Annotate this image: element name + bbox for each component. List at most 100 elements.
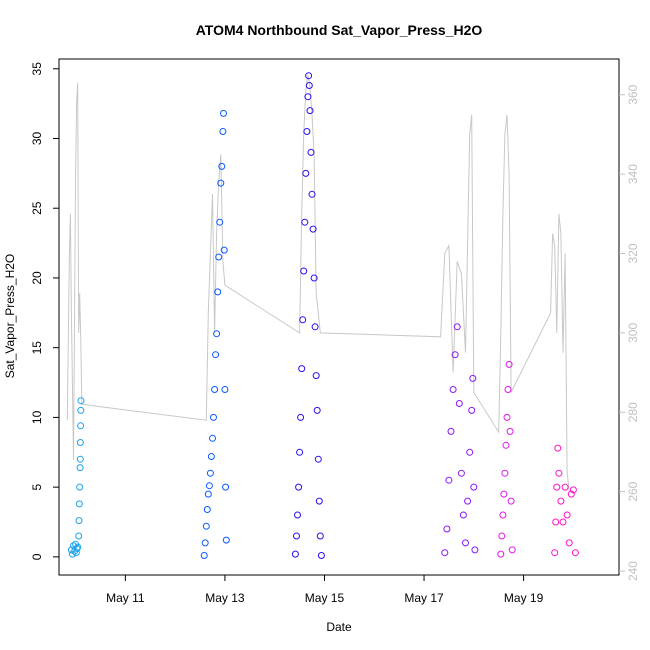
y2-tick-label: 280 <box>626 402 640 422</box>
y-tick-label: 15 <box>30 341 44 355</box>
data-point <box>215 253 223 261</box>
data-point <box>299 316 307 324</box>
y-tick-label: 5 <box>30 483 44 490</box>
data-point <box>202 522 210 530</box>
y2-tick-label: 340 <box>626 164 640 184</box>
data-point <box>459 511 467 519</box>
data-point <box>77 406 85 414</box>
data-point <box>293 532 300 540</box>
data-point <box>469 374 477 382</box>
data-point <box>303 128 311 135</box>
y2-tick-label: 260 <box>626 481 640 501</box>
data-point <box>553 483 561 491</box>
data-point <box>308 190 316 198</box>
data-point <box>453 323 461 331</box>
data-point <box>75 532 83 540</box>
plot-frame <box>58 58 620 576</box>
y-tick-label: 30 <box>30 131 44 145</box>
x-tick-label: May 17 <box>404 591 444 605</box>
data-point <box>306 107 314 115</box>
x-tick-label: May 13 <box>205 591 245 605</box>
data-point <box>298 365 306 373</box>
data-point <box>462 539 469 547</box>
data-point <box>451 351 459 359</box>
data-point <box>204 490 212 498</box>
series-1 <box>67 397 85 558</box>
data-point <box>77 422 85 430</box>
data-point <box>314 455 322 463</box>
data-point <box>211 386 219 393</box>
data-point <box>216 218 224 226</box>
data-point <box>76 455 84 463</box>
data-point <box>506 427 514 435</box>
data-point <box>312 372 320 380</box>
x-tick-label: May 11 <box>106 591 145 605</box>
data-point <box>315 497 323 505</box>
series-2 <box>200 109 230 559</box>
data-point <box>443 525 451 533</box>
data-point <box>441 549 449 557</box>
data-point <box>75 500 83 508</box>
y-tick-label: 20 <box>30 271 44 285</box>
data-point <box>497 550 505 558</box>
data-point <box>471 546 479 554</box>
data-point <box>200 552 208 559</box>
data-point <box>552 518 560 526</box>
data-point <box>313 406 321 414</box>
y-tick-label: 35 <box>30 62 44 76</box>
data-point <box>305 82 313 89</box>
data-point <box>75 517 83 525</box>
y2-tick-label: 360 <box>626 84 640 104</box>
data-point <box>214 288 222 296</box>
data-point <box>74 543 82 551</box>
data-point <box>219 128 227 135</box>
data-point <box>464 497 472 505</box>
data-point <box>466 448 474 456</box>
series-6 <box>551 444 579 557</box>
data-point <box>222 536 230 544</box>
data-point <box>565 539 573 547</box>
y2-tick-label: 240 <box>626 561 640 581</box>
y-tick-label: 10 <box>30 410 44 424</box>
data-point <box>316 532 324 540</box>
data-point <box>76 483 84 491</box>
data-point <box>567 490 575 498</box>
data-point <box>221 386 229 393</box>
data-point <box>217 179 225 187</box>
data-point <box>205 482 213 490</box>
data-point <box>291 550 299 558</box>
data-point <box>77 397 85 405</box>
data-point <box>447 427 455 435</box>
series-3 <box>291 72 325 559</box>
data-point <box>213 330 221 338</box>
y2-tick-label: 300 <box>626 323 640 343</box>
data-point <box>449 386 457 393</box>
data-point <box>561 483 569 491</box>
data-point <box>301 218 309 226</box>
data-point <box>311 323 319 331</box>
data-point <box>504 386 512 393</box>
data-point <box>297 413 305 421</box>
data-point <box>203 506 211 513</box>
data-point <box>212 351 220 359</box>
data-point <box>457 469 465 477</box>
data-point <box>296 448 304 456</box>
data-point <box>302 169 310 177</box>
data-point <box>468 406 476 414</box>
x-axis: May 11 May 13 May 15 May 17 May 19 <box>106 575 544 605</box>
data-point <box>305 72 313 80</box>
data-point <box>571 549 579 557</box>
points-layer <box>67 72 579 559</box>
data-point <box>508 546 516 554</box>
series-4 <box>441 323 479 557</box>
y-tick-label: 25 <box>30 201 44 215</box>
data-point <box>563 511 571 519</box>
data-point <box>309 225 317 233</box>
x-tick-label: May 15 <box>305 591 345 605</box>
data-point <box>220 246 228 254</box>
data-point <box>554 444 562 452</box>
data-point <box>569 486 577 494</box>
y-tick-label: 0 <box>30 553 44 560</box>
